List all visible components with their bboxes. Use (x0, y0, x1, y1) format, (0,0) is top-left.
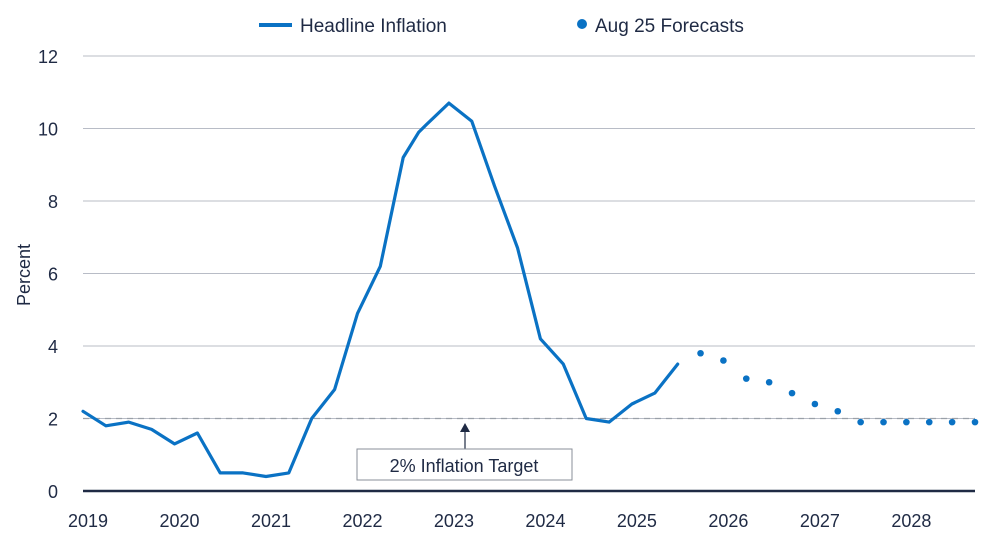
target-annotation: 2% Inflation Target (356, 423, 573, 481)
y-tick-label: 4 (48, 337, 58, 357)
forecast-point (811, 400, 819, 408)
x-tick-label: 2027 (800, 511, 840, 531)
forecast-point (742, 375, 750, 382)
y-tick-label: 0 (48, 482, 58, 502)
legend: Headline Inflation Aug 25 Forecasts (259, 16, 744, 37)
annotation-label: 2% Inflation Target (390, 456, 539, 476)
x-tick-label: 2028 (891, 511, 931, 531)
x-tick-label: 2025 (617, 511, 657, 531)
x-tick-label: 2023 (434, 511, 474, 531)
forecast-point (948, 418, 956, 426)
legend-label-forecasts: Aug 25 Forecasts (595, 16, 744, 37)
x-tick-label: 2022 (342, 511, 382, 531)
x-tick-label: 2019 (68, 511, 108, 531)
y-tick-label: 12 (38, 47, 58, 67)
y-tick-label: 6 (48, 265, 58, 285)
axes: 0 2 4 6 8 10 12 2019 2020 2021 2022 2023 2024 2025 202… (38, 47, 975, 531)
x-tick-label: 2024 (525, 511, 565, 531)
forecast-point (925, 418, 933, 426)
forecast-point (834, 407, 842, 415)
y-tick-label: 2 (48, 410, 58, 430)
annotation-box (356, 448, 573, 481)
forecast-point (903, 418, 910, 426)
legend-label-headline: Headline Inflation (300, 16, 447, 37)
forecast-point (765, 378, 773, 386)
forecast-point (880, 418, 887, 426)
y-tick-label: 8 (48, 192, 58, 212)
forecast-point (697, 349, 704, 357)
series (81, 101, 979, 479)
legend-swatch-dot (577, 19, 587, 29)
gridlines (83, 55, 975, 419)
x-tick-label: 2026 (708, 511, 748, 531)
forecast-point (857, 418, 864, 426)
x-tick-label: 2020 (159, 511, 199, 531)
y-tick-label: 10 (38, 120, 58, 140)
x-tick-label: 2021 (251, 511, 291, 531)
forecast-point (971, 418, 979, 426)
annotation-arrow-head (460, 423, 470, 432)
series-line-headline-inflation (81, 101, 680, 479)
forecast-point (788, 389, 796, 397)
y-axis-title: Percent (14, 244, 34, 306)
forecast-point (720, 357, 727, 364)
